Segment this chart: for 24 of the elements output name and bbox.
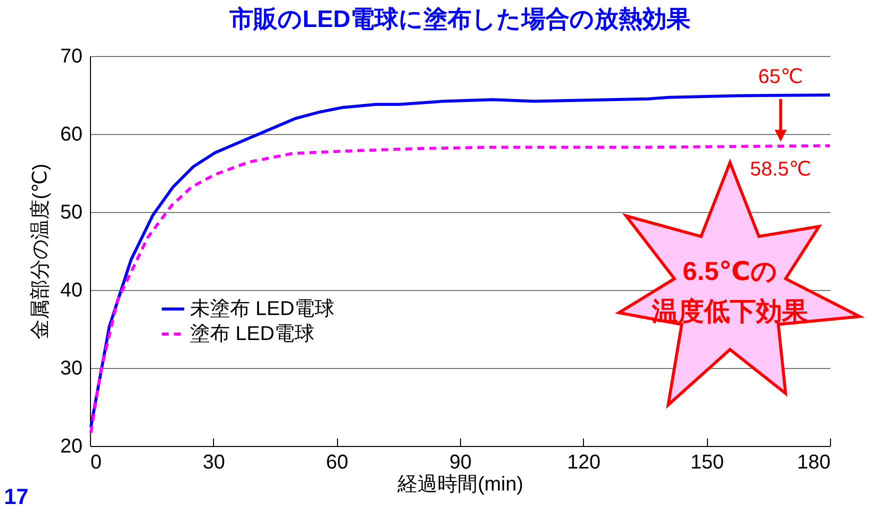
- x-tick-label: 90: [449, 452, 472, 474]
- x-tick-label: 120: [567, 452, 601, 474]
- x-tick-label: 150: [690, 452, 724, 474]
- x-tick-label: 0: [90, 452, 102, 474]
- x-tick-label: 60: [326, 452, 348, 474]
- line-series: [89, 144, 832, 434]
- chart-title: 市販のLED電球に塗布した場合の放熱効果: [228, 6, 690, 33]
- y-tick-label: 70: [60, 46, 82, 68]
- y-tick-label: 60: [60, 124, 82, 146]
- legend-label: 塗布 LED電球: [190, 323, 314, 345]
- y-tick-label: 40: [60, 280, 82, 302]
- x-axis-title: 経過時間(min): [396, 474, 524, 496]
- x-tick-label: 180: [797, 452, 830, 474]
- y-tick-label: 20: [60, 436, 82, 458]
- y-tick-label: 50: [60, 202, 82, 224]
- annotation: 6.5℃の: [682, 255, 778, 288]
- annotation: 58.5℃: [750, 158, 812, 181]
- text: 17: [4, 484, 28, 510]
- x-tick-label: 30: [202, 452, 225, 474]
- y-tick-label: 30: [60, 358, 82, 380]
- line-series: [89, 94, 832, 429]
- annotation: 65℃: [758, 66, 804, 88]
- y-axis-title: 金属部分の温度(℃): [29, 164, 52, 340]
- legend-label: 未塗布 LED電球: [190, 298, 334, 320]
